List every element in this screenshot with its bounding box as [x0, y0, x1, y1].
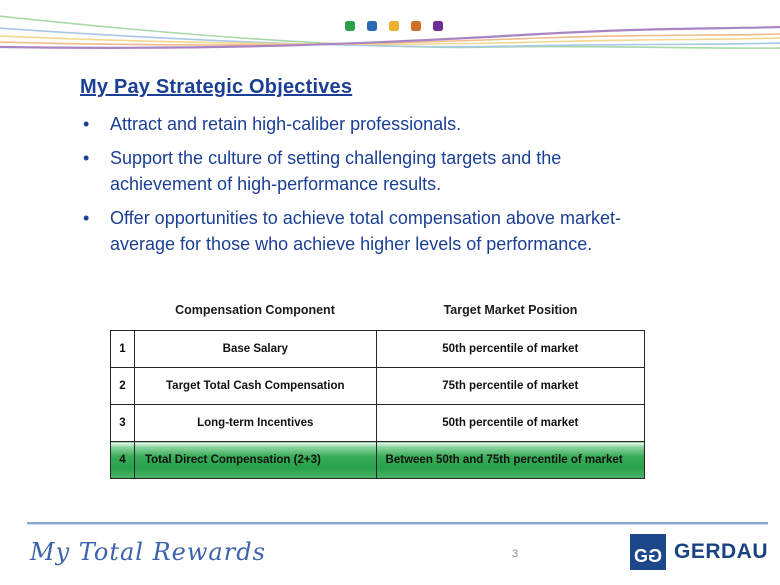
gerdau-logo: G G GERDAU: [630, 534, 768, 570]
market-position-cell: Between 50th and 75th percentile of mark…: [375, 441, 646, 479]
component-cell: Target Total Cash Compensation: [133, 367, 377, 405]
component-cell: Base Salary: [133, 330, 377, 368]
page-number: 3: [512, 548, 519, 560]
row-number-cell: 3: [110, 404, 135, 442]
table-row-highlighted: 4 Total Direct Compensation (2+3) Betwee…: [110, 441, 646, 479]
wave-lines-svg: [0, 15, 780, 49]
table-row: 1 Base Salary 50th percentile of market: [110, 330, 646, 368]
blue-square-icon: [367, 21, 377, 31]
orange-square-icon: [411, 21, 421, 31]
row-number-cell: 2: [110, 367, 135, 405]
slide-content: My Pay Strategic Objectives Attract and …: [80, 76, 670, 265]
bullet-list: Attract and retain high-caliber professi…: [80, 111, 655, 257]
table-column-headers: Compensation Component Target Market Pos…: [110, 303, 645, 317]
component-cell: Total Direct Compensation (2+3): [133, 441, 377, 479]
bullet-item: Support the culture of setting challengi…: [80, 145, 655, 197]
gerdau-logo-text: GERDAU: [674, 540, 769, 563]
table-row: 3 Long-term Incentives 50th percentile o…: [110, 404, 646, 442]
purple-square-icon: [433, 21, 443, 31]
header-compensation-component: Compensation Component: [175, 303, 335, 317]
gerdau-logo-mark-icon: G G: [630, 534, 666, 570]
bullet-item: Offer opportunities to achieve total com…: [80, 205, 655, 257]
svg-text:G: G: [634, 546, 648, 566]
header-target-market-position: Target Market Position: [443, 303, 578, 317]
slide-title: My Pay Strategic Objectives: [80, 76, 353, 98]
green-square-icon: [345, 21, 355, 31]
market-position-cell: 50th percentile of market: [375, 404, 646, 442]
row-number-cell: 1: [110, 330, 135, 368]
wave-decoration: [0, 0, 780, 60]
gold-square-icon: [389, 21, 399, 31]
bullet-item: Attract and retain high-caliber professi…: [80, 111, 655, 137]
decoration-squares: [345, 21, 443, 31]
row-number-cell: 4: [110, 441, 135, 479]
component-cell: Long-term Incentives: [133, 404, 377, 442]
footer-divider: [27, 522, 768, 524]
my-total-rewards-logo: My Total Rewards: [30, 538, 266, 566]
table-row: 2 Target Total Cash Compensation 75th pe…: [110, 367, 646, 405]
market-position-cell: 50th percentile of market: [375, 330, 646, 368]
svg-text:G: G: [648, 546, 662, 566]
compensation-table: 1 Base Salary 50th percentile of market …: [110, 330, 646, 479]
market-position-cell: 75th percentile of market: [375, 367, 646, 405]
header-spacer: [110, 303, 134, 317]
